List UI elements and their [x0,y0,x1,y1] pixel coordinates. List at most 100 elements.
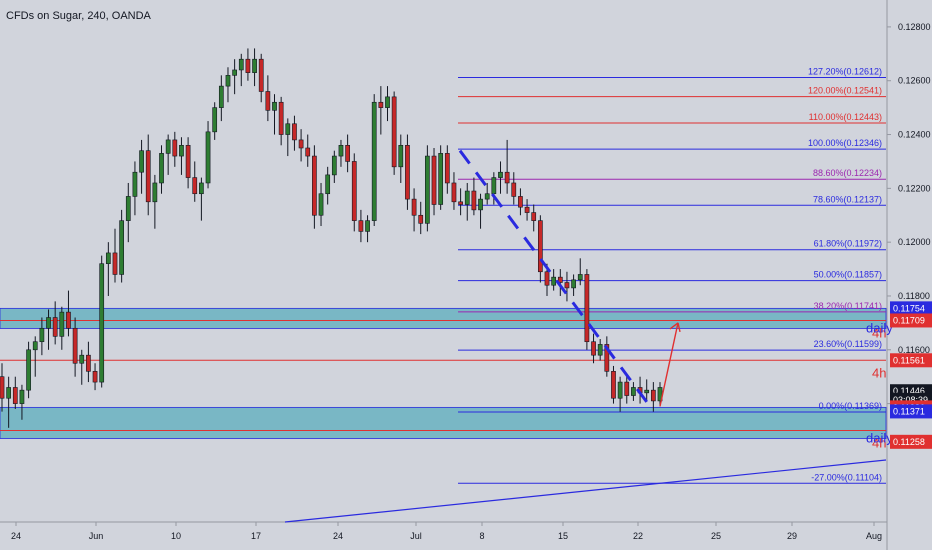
x-tick-label-7: 15 [558,531,568,541]
candle-body-69 [458,201,463,205]
candle-body-84 [557,276,563,283]
candle-body-92 [611,371,616,399]
x-tick-label-10: 29 [787,531,797,541]
candle-body-11 [72,327,78,364]
fib-label-0: 127.20%(0.12612) [808,66,882,76]
y-tick-label-4: 0.12000 [898,237,931,247]
candle-body-24 [159,153,164,184]
candle-body-44 [292,123,297,141]
candle-body-8 [52,317,58,337]
x-tick-label-9: 25 [711,531,721,541]
candle-body-40 [265,91,271,111]
daily-zone-2 [0,406,887,439]
candle-body-32 [212,107,218,133]
price-tag-text-3: 0.11446 [893,386,925,396]
y-tick-label-3: 0.12200 [898,183,931,193]
candle-body-68 [451,182,457,203]
candle-body-70 [464,190,470,205]
zone-label-1: daily [866,320,893,335]
fib-label-8: 38.20%(0.11741) [814,301,882,311]
x-tick-label-2: 10 [171,531,181,541]
candle-body-48 [318,193,324,216]
price-tag-text-0: 0.11754 [893,303,925,313]
candle-body-60 [398,144,404,168]
candle-body-90 [597,344,603,356]
candle-body-38 [252,58,257,73]
candle-body-80 [531,212,537,221]
x-tick-label-0: 24 [11,531,21,541]
candle-body-58 [385,96,390,108]
candle-body-79 [524,206,530,213]
candle-body-7 [46,317,51,329]
x-tick-label-5: Jul [410,531,422,541]
candle-body-71 [471,190,477,211]
candle-body-28 [185,144,191,178]
candle-body-76 [504,171,510,184]
candle-body-56 [371,101,377,221]
candle-body-67 [444,153,450,184]
candle-body-46 [305,147,311,157]
price-tag-text-4: 03:08:39 [893,395,928,405]
price-tag-7 [890,434,932,449]
price-tag-text-7: 0.11258 [893,437,925,447]
level-label-2: 4h [872,365,886,380]
candle-body-95 [631,387,636,396]
candle-body-65 [431,155,437,205]
candle-body-21 [139,150,144,173]
candle-body-35 [232,69,237,76]
fib-label-1: 120.00%(0.12541) [808,86,882,96]
candle-body-88 [584,274,590,343]
candle-body-14 [92,371,98,383]
zone-label-2: daily [866,431,893,446]
trendline [284,459,887,523]
chart-title: CFDs on Sugar, 240, OANDA [6,10,152,22]
candle-body-15 [99,263,105,383]
candle-body-42 [278,101,284,135]
candle-body-23 [152,182,158,203]
candle-body-10 [66,311,71,329]
candle-body-20 [132,171,138,197]
fib-label-11: -27.00%(0.11104) [811,472,882,482]
candle-body-1 [6,387,12,399]
x-tick-label-3: 17 [251,531,261,541]
candle-body-93 [617,381,623,399]
candle-body-5 [32,341,38,351]
candle-body-17 [112,252,118,275]
candle-body-37 [245,58,251,73]
y-tick-label-5: 0.11800 [898,291,930,301]
price-tag-1 [890,313,932,328]
candle-body-62 [411,198,417,216]
candle-body-66 [438,153,444,205]
candle-body-50 [331,155,337,176]
candle-body-49 [325,174,331,195]
candle-body-18 [119,220,124,275]
candle-body-9 [59,311,65,337]
candle-body-43 [285,123,291,135]
candle-body-64 [425,155,430,224]
x-tick-label-11: Aug [866,531,882,541]
candle-body-97 [644,389,650,394]
candle-body-94 [624,381,630,396]
candle-body-26 [172,139,178,157]
price-tag-text-1: 0.11709 [893,315,925,325]
candle-body-0 [0,376,5,399]
y-tick-label-6: 0.11600 [898,345,930,355]
price-tag-text-2: 0.11561 [893,355,925,365]
candle-body-51 [338,144,344,157]
candle-body-52 [345,144,350,162]
candle-body-22 [145,150,151,203]
level-label-3: 4h [872,436,886,451]
x-tick-label-1: Jun [89,531,104,541]
fib-label-3: 100.00%(0.12346) [808,138,882,148]
candle-body-59 [391,96,397,168]
candle-body-75 [498,171,503,178]
candle-body-31 [205,131,211,184]
fib-label-5: 78.60%(0.12137) [813,194,882,204]
price-tag-6 [890,404,932,419]
candle-body-83 [551,276,557,286]
candle-body-36 [238,58,244,71]
candle-body-74 [491,177,497,195]
candle-body-3 [19,389,25,404]
